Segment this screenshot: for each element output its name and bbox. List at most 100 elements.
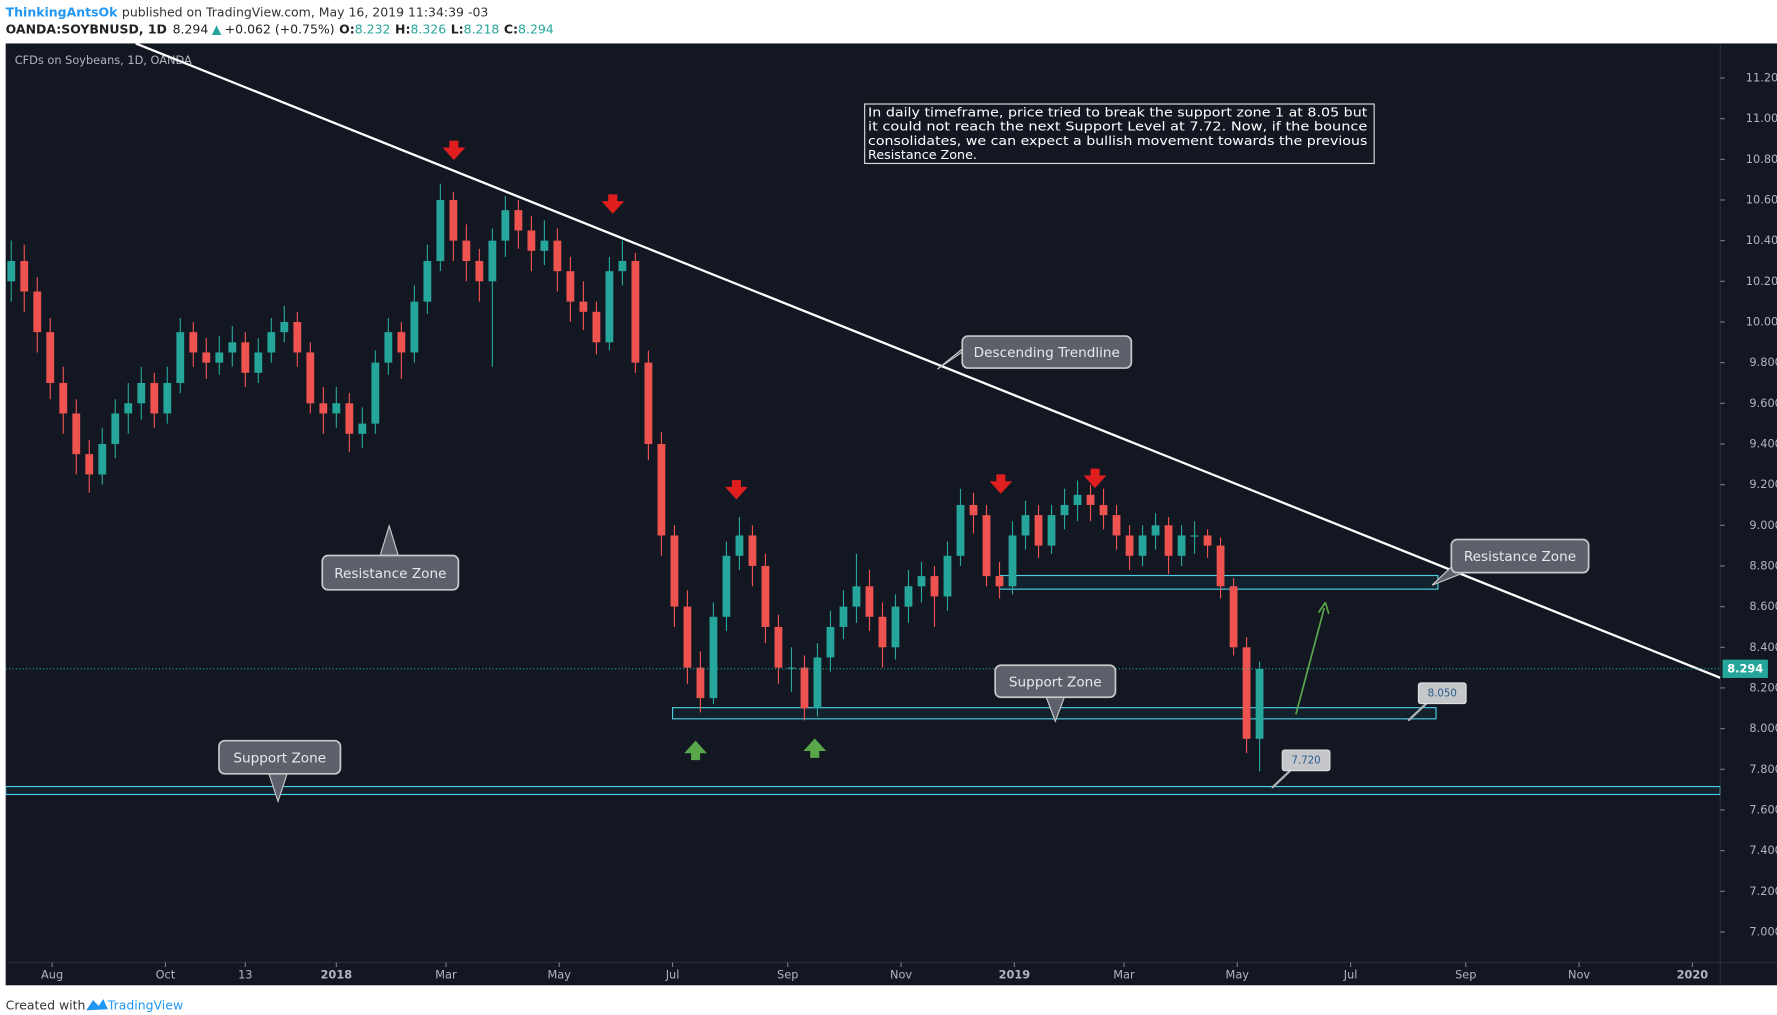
callout-text: Support Zone (1009, 674, 1102, 690)
ohlc-value: 8.326 (410, 21, 446, 36)
y-tick-label: 11.000 (1746, 111, 1777, 125)
x-tick-label: Jul (1343, 967, 1358, 981)
candle-body (1138, 535, 1147, 556)
candle-body (631, 260, 640, 363)
y-tick-label: 10.800 (1746, 152, 1777, 166)
candle-body (644, 362, 653, 444)
candle-body (826, 626, 835, 658)
candle-body (475, 260, 484, 282)
y-tick-label: 7.800 (1749, 762, 1777, 776)
change: +0.062 (+0.75%) (225, 21, 335, 36)
candle-body (787, 667, 796, 669)
y-tick-label: 9.600 (1749, 396, 1777, 410)
candle-body (137, 382, 146, 404)
candle-body (566, 271, 575, 302)
chart-background (5, 43, 1777, 986)
candle-body (1086, 494, 1095, 505)
candle-body (553, 240, 562, 272)
x-tick-label: 2019 (999, 967, 1031, 981)
callout-text: Resistance Zone (334, 566, 446, 582)
candle-body (579, 301, 588, 312)
y-tick-label: 9.800 (1749, 355, 1777, 369)
ohlc: O:8.232 H:8.326 L:8.218 C:8.294 (339, 21, 554, 36)
candle-body (527, 230, 536, 251)
candle-body (956, 504, 965, 556)
callout-box (1450, 538, 1590, 574)
candle-body (1255, 668, 1264, 739)
candle-body (293, 321, 302, 353)
candle-body (1047, 515, 1056, 546)
candle-body (98, 443, 107, 475)
y-tick-label: 9.400 (1749, 436, 1777, 450)
note-box (864, 103, 1375, 165)
callout-text: Descending Trendline (974, 345, 1120, 361)
candle-body (514, 210, 523, 231)
projection-arrow (1295, 607, 1326, 715)
candle-body (241, 342, 250, 373)
ohlc-label: O: (339, 21, 355, 36)
candle-body (1021, 515, 1030, 536)
candle-body (1177, 535, 1186, 556)
candle-body (813, 657, 822, 709)
candle-body (384, 332, 393, 363)
x-tick-label: May (1226, 967, 1250, 981)
x-tick-label: Sep (777, 967, 798, 981)
y-tick-label: 10.000 (1746, 314, 1777, 328)
candle-body (280, 321, 289, 333)
candle-body (839, 606, 848, 627)
candle-body (709, 616, 718, 699)
y-tick-label: 11.200 (1746, 70, 1777, 84)
zone (5, 785, 1721, 796)
header-line-2: OANDA:SOYBNUSD, 1D 8.294 ▲ +0.062 (+0.75%) O… (6, 21, 554, 36)
price-label-pointer (1407, 701, 1429, 722)
candle-body (397, 332, 406, 353)
candle-body (1151, 525, 1160, 536)
up-arrow (684, 740, 707, 761)
candle-body (410, 301, 419, 353)
header-line-1: ThinkingAntsOk published on TradingView.c… (6, 4, 489, 19)
y-tick-label: 7.200 (1749, 884, 1777, 898)
x-tick-label: Aug (41, 967, 63, 981)
x-tick-label: Mar (435, 967, 457, 981)
candle-body (670, 535, 679, 607)
last: 8.294 (173, 21, 209, 36)
candle-body (1125, 535, 1134, 556)
candle-body (683, 606, 692, 668)
candle-body (1216, 545, 1225, 587)
y-tick-label: 8.000 (1749, 721, 1777, 735)
y-tick-label: 10.400 (1746, 233, 1777, 247)
candle-body (904, 586, 913, 607)
candle-body (215, 352, 224, 363)
y-tick-label: 10.200 (1746, 274, 1777, 288)
footer-logo (86, 998, 108, 1011)
x-tick-label: Jul (665, 967, 680, 981)
candle-body (917, 576, 926, 587)
candle-body (735, 535, 744, 556)
candle-body (865, 586, 874, 617)
candle-body (852, 586, 861, 607)
candle-body (436, 199, 445, 261)
candle-body (358, 423, 367, 434)
candle-body (345, 403, 354, 434)
candle-body (1190, 535, 1199, 537)
candle-body (423, 260, 432, 302)
footer-brand: TradingView (107, 997, 183, 1012)
footer-text: Created with (6, 997, 86, 1012)
callout-box (218, 739, 342, 775)
candle-body (228, 342, 237, 353)
x-tick-label: 2018 (321, 967, 353, 981)
candle-body (1164, 525, 1173, 556)
candle-body (111, 413, 120, 444)
candle-body (449, 199, 458, 241)
last-price-label: 8.294 (1727, 661, 1763, 675)
author: ThinkingAntsOk (6, 4, 118, 19)
candle-body (761, 565, 770, 627)
chart-title: CFDs on Soybeans, 1D, OANDA (15, 53, 192, 67)
candle-body (1034, 515, 1043, 546)
candle-body (1112, 515, 1121, 536)
x-tick-label: Sep (1455, 967, 1476, 981)
candle-body (1229, 586, 1238, 648)
price-label: 7.720 (1291, 754, 1320, 766)
